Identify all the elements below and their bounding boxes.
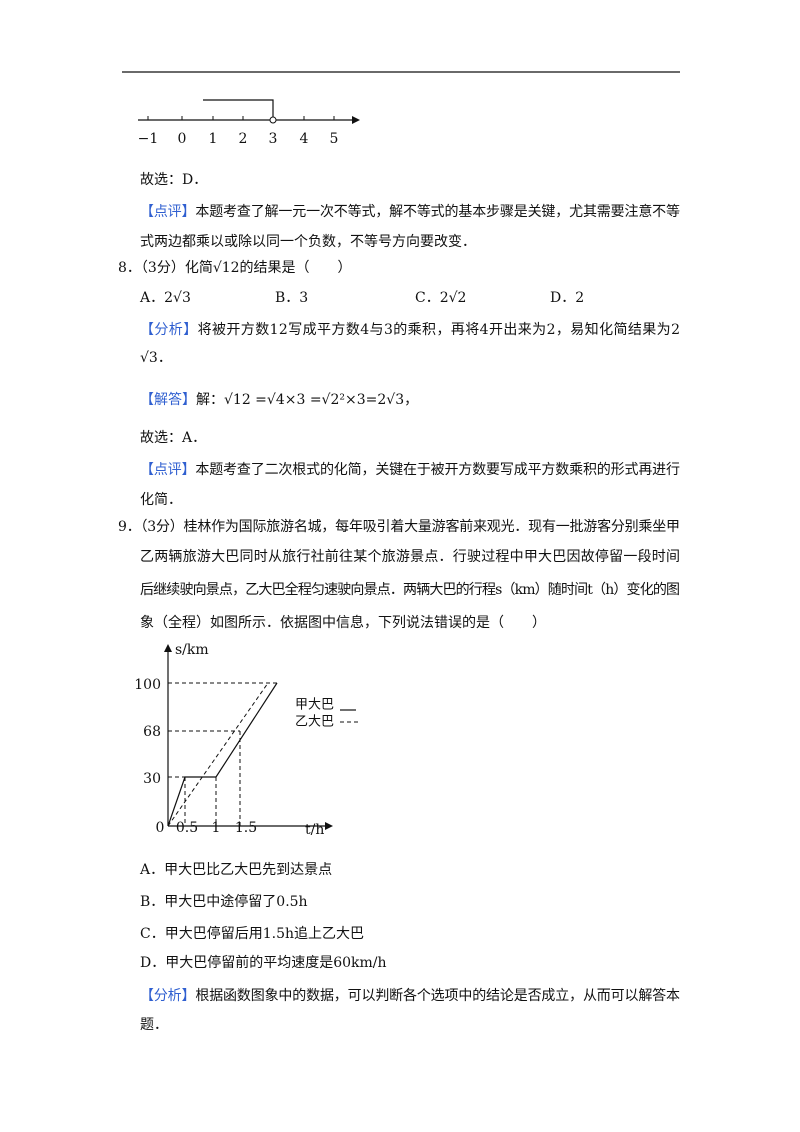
answer: 故选：A． bbox=[140, 430, 206, 446]
option: C．甲大巴停留后用1.5h追上乙大巴 bbox=[140, 925, 364, 942]
analysis-line: √3． bbox=[140, 350, 172, 366]
comment-line: 式两边都乘以或除以同一个负数，不等号方向要改变． bbox=[140, 233, 476, 250]
number-line bbox=[138, 99, 360, 124]
text: 本题考查了二次根式的化简，关键在于被开方数要写成平方数乘积的形式再进行 bbox=[195, 461, 680, 478]
tag: 【点评】 bbox=[140, 462, 196, 478]
tick-label: 1 bbox=[209, 131, 218, 147]
analysis-line: 题． bbox=[140, 1017, 168, 1033]
tick-label: −1 bbox=[138, 131, 159, 147]
analysis: 【分析】将被开方数12写成平方数4与3的乘积，再将4开出来为2，易知化简结果为2 bbox=[140, 321, 680, 338]
text: 将被开方数12写成平方数4与3的乘积，再将4开出来为2，易知化简结果为2 bbox=[198, 321, 680, 338]
tick-label: 100 bbox=[134, 677, 161, 693]
comment: 【点评】本题考查了二次根式的化简，关键在于被开方数要写成平方数乘积的形式再进行 bbox=[140, 461, 680, 478]
axis-label: t/h bbox=[305, 822, 324, 838]
option: A．甲大巴比乙大巴先到达景点 bbox=[139, 862, 332, 878]
tag: 【分析】 bbox=[140, 322, 197, 338]
tick-label: 68 bbox=[143, 724, 161, 740]
graph bbox=[164, 644, 360, 830]
number-line-labels: −1 0 1 2 3 4 5 bbox=[138, 131, 339, 147]
legend-entry: 乙大巴 bbox=[295, 715, 334, 730]
question-stem: 象（全程）如图所示．依据图中信息，下列说法错误的是（ ） bbox=[140, 614, 546, 631]
tag: 【解答】 bbox=[140, 391, 196, 408]
axis-label: s/km bbox=[175, 642, 209, 658]
tick-label: 0 bbox=[156, 820, 165, 836]
tick-label: 2 bbox=[239, 131, 248, 147]
text: 解：√12 =√4×3 =√2²×3=2√3， bbox=[196, 392, 418, 408]
option: D．2 bbox=[550, 290, 584, 306]
option: A．2√3 bbox=[139, 290, 191, 306]
tick-label: 5 bbox=[330, 131, 339, 147]
tick-label: 30 bbox=[143, 771, 161, 787]
question-stem: 后继续驶向景点，乙大巴全程匀速驶向景点．两辆大巴的行程s（km）随时间t（h）变… bbox=[140, 581, 680, 598]
question-stem: 8．（3分）化简√12的结果是（ ） bbox=[118, 259, 352, 276]
tick-label: 0.5 bbox=[176, 820, 198, 836]
answer: 故选：D． bbox=[140, 172, 207, 188]
option: B．3 bbox=[275, 290, 308, 306]
comment-line: 化简． bbox=[140, 491, 182, 508]
tick-label: 0 bbox=[178, 131, 187, 147]
tick-label: 1.5 bbox=[235, 820, 257, 836]
option: B．甲大巴中途停留了0.5h bbox=[140, 893, 308, 910]
tick-label: 4 bbox=[300, 131, 309, 147]
question-stem: 9．（3分）桂林作为国际旅游名城，每年吸引着大量游客前来观光．现有一批游客分别乘… bbox=[118, 518, 680, 535]
tag: 【分析】 bbox=[140, 988, 196, 1004]
text: 根据函数图象中的数据，可以判断各个选项中的结论是否成立，从而可以解答本 bbox=[195, 987, 680, 1004]
legend-entry: 甲大巴 bbox=[295, 698, 334, 713]
tick-label: 1 bbox=[212, 820, 221, 836]
comment: 【点评】本题考查了解一元一次不等式，解不等式的基本步骤是关键，尤其需要注意不等 bbox=[140, 203, 680, 220]
text: 本题考查了解一元一次不等式，解不等式的基本步骤是关键，尤其需要注意不等 bbox=[195, 203, 680, 220]
question-stem: 乙两辆旅游大巴同时从旅行社前往某个旅游景点．行驶过程中甲大巴因故停留一段时间 bbox=[140, 548, 680, 565]
solution: 【解答】解：√12 =√4×3 =√2²×3=2√3， bbox=[140, 391, 418, 408]
tag: 【点评】 bbox=[140, 204, 196, 220]
option: D．甲大巴停留前的平均速度是60km/h bbox=[140, 954, 387, 971]
tick-label: 3 bbox=[269, 131, 278, 147]
option: C．2√2 bbox=[415, 290, 466, 306]
analysis: 【分析】根据函数图象中的数据，可以判断各个选项中的结论是否成立，从而可以解答本 bbox=[140, 987, 680, 1004]
